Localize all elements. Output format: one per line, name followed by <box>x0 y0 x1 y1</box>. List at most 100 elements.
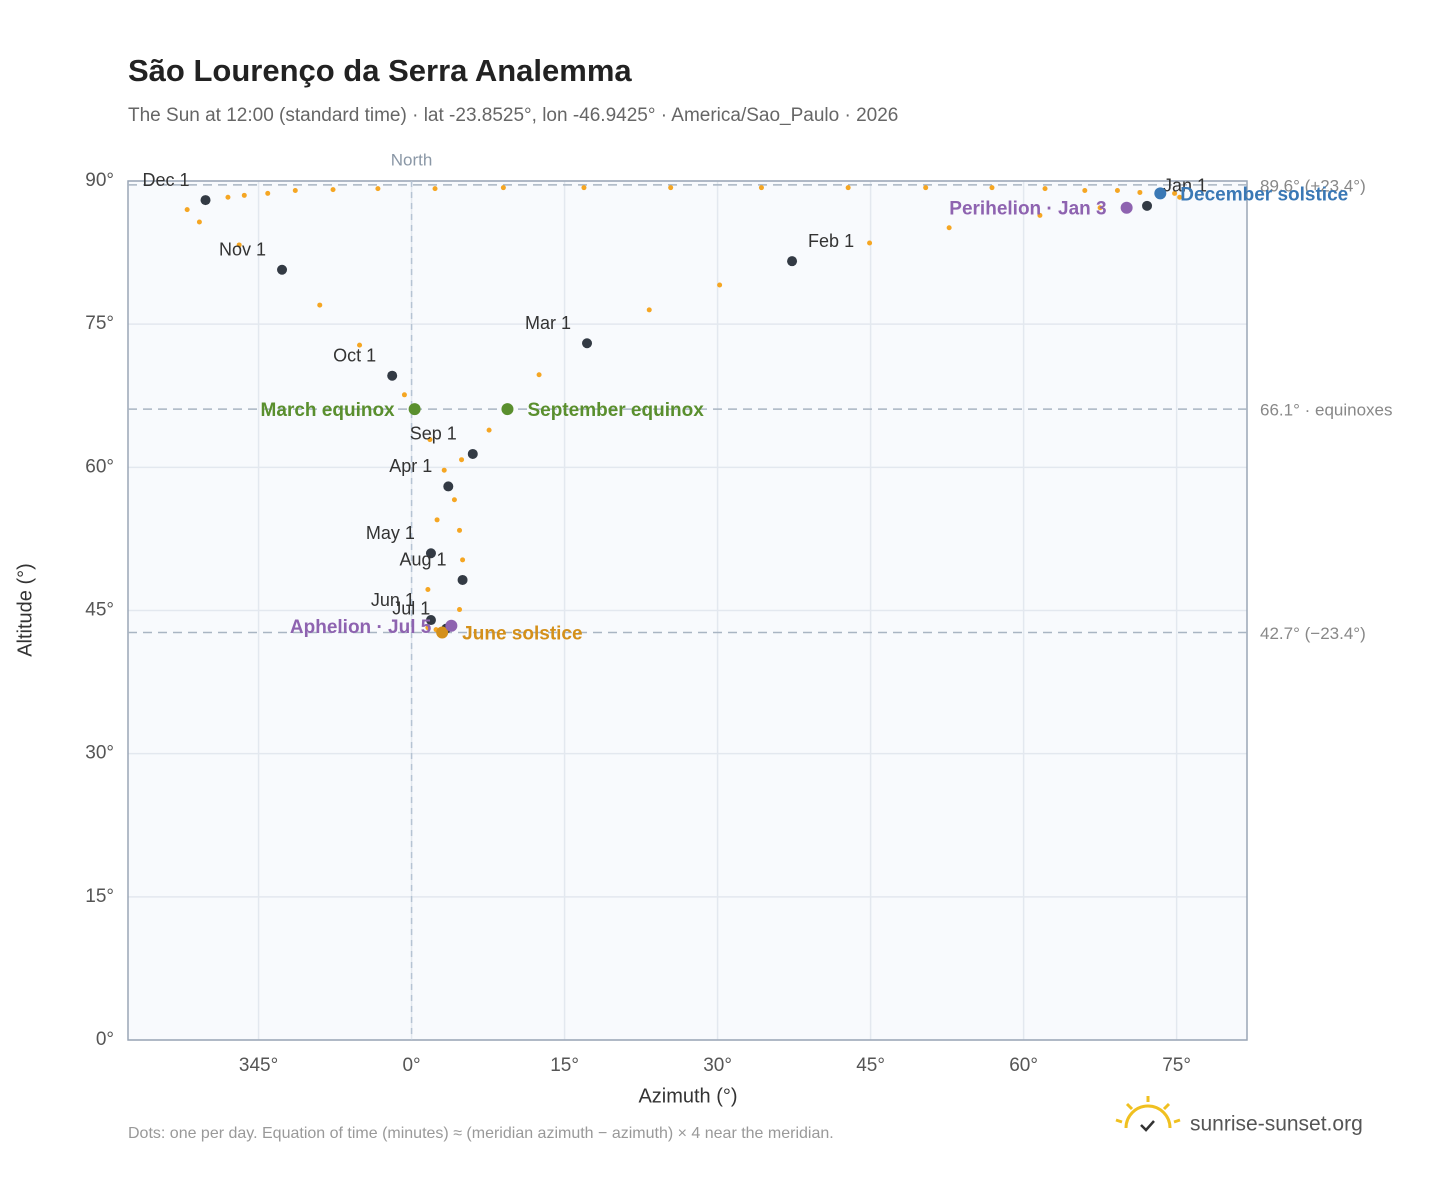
daily-dot <box>241 192 247 198</box>
month-dot <box>1142 200 1153 211</box>
daily-dot <box>989 185 995 191</box>
event-dot <box>408 403 421 416</box>
daily-dot <box>1042 186 1048 192</box>
daily-dot <box>457 527 463 533</box>
month-dot <box>787 256 798 267</box>
x-tick-label: 60° <box>1009 1055 1038 1076</box>
month-dot <box>467 448 478 459</box>
month-dot <box>443 481 454 492</box>
daily-dot <box>1177 194 1183 200</box>
y-tick-label: 0° <box>96 1029 114 1050</box>
daily-dot <box>265 190 271 196</box>
event-dot <box>1120 201 1133 214</box>
month-label: Jan 1 <box>1163 176 1207 196</box>
event-label: June solstice <box>462 623 582 644</box>
month-label: Mar 1 <box>525 313 571 333</box>
daily-dot <box>401 392 407 398</box>
daily-dot <box>451 497 457 503</box>
daily-dot <box>425 625 431 631</box>
y-tick-label: 45° <box>85 600 114 621</box>
y-tick-label: 90° <box>85 170 114 191</box>
daily-dot <box>646 307 652 313</box>
daily-dot <box>460 557 466 563</box>
daily-dot <box>457 607 463 613</box>
event-dot <box>1154 187 1167 200</box>
month-dot <box>457 574 468 585</box>
daily-dot <box>375 186 381 192</box>
daily-dot <box>845 185 851 191</box>
y-tick-label: 15° <box>85 886 114 907</box>
daily-dot <box>500 185 506 191</box>
x-axis-label: Azimuth (°) <box>638 1085 737 1107</box>
month-dot <box>277 264 288 275</box>
chart-title: São Lourenço da Serra Analemma <box>128 53 632 88</box>
month-label: Oct 1 <box>333 345 376 365</box>
event-label: September equinox <box>527 400 704 421</box>
month-label: Apr 1 <box>389 456 432 476</box>
month-label: May 1 <box>366 523 415 543</box>
x-tick-label: 345° <box>239 1055 278 1076</box>
x-tick-label: 15° <box>550 1055 579 1076</box>
month-dot <box>425 615 436 626</box>
reference-label: 42.7° (−23.4°) <box>1260 624 1366 643</box>
daily-dot <box>1172 190 1178 196</box>
month-label: Dec 1 <box>142 170 189 190</box>
month-label: Jul 1 <box>392 598 430 618</box>
daily-dot <box>427 437 433 443</box>
daily-dot <box>717 282 723 288</box>
daily-dot <box>425 587 431 593</box>
daily-dot <box>236 242 242 248</box>
x-tick-label: 75° <box>1162 1055 1191 1076</box>
daily-dot <box>441 467 447 473</box>
footnote: Dots: one per day. Equation of time (min… <box>128 1125 834 1142</box>
month-dot <box>387 370 398 381</box>
month-label: Aug 1 <box>400 550 447 570</box>
reference-label: 66.1° · equinoxes <box>1260 401 1393 420</box>
daily-dot <box>1082 188 1088 194</box>
y-tick-label: 30° <box>85 743 114 764</box>
month-label: Jun 1 <box>371 590 415 610</box>
daily-dot <box>330 187 336 193</box>
month-dot <box>582 338 593 349</box>
x-tick-label: 30° <box>703 1055 732 1076</box>
y-tick-label: 60° <box>85 456 114 477</box>
y-axis-label: Altitude (°) <box>14 563 36 657</box>
month-dot <box>425 548 436 559</box>
daily-dot <box>581 185 587 191</box>
daily-dot <box>1097 205 1103 211</box>
daily-dot <box>1137 189 1143 195</box>
daily-dot <box>923 185 929 191</box>
daily-dot <box>946 225 952 231</box>
daily-dot <box>196 219 202 225</box>
daily-dot <box>758 185 764 191</box>
daily-dot <box>357 342 363 348</box>
meridian-label: North <box>391 150 433 169</box>
month-label: Feb 1 <box>808 231 854 251</box>
x-tick-label: 45° <box>856 1055 885 1076</box>
daily-dot <box>867 240 873 246</box>
daily-dot <box>184 207 190 213</box>
daily-dot <box>668 185 674 191</box>
event-dot <box>436 626 449 639</box>
daily-dot <box>1114 188 1120 194</box>
brand: sunrise-sunset.org <box>1190 1113 1363 1136</box>
month-label: Sep 1 <box>410 424 457 444</box>
y-tick-label: 75° <box>85 313 114 334</box>
daily-dot <box>292 188 298 194</box>
daily-dot <box>434 517 440 523</box>
daily-dot <box>486 427 492 433</box>
daily-dot <box>1037 212 1043 218</box>
month-label: Nov 1 <box>219 240 266 260</box>
daily-dot <box>317 302 323 308</box>
event-label: December solstice <box>1180 184 1348 205</box>
daily-dot <box>225 194 231 200</box>
event-dot <box>501 403 514 416</box>
brand-logo <box>1115 1096 1181 1132</box>
event-dot <box>445 619 458 632</box>
chart-subtitle: The Sun at 12:00 (standard time) · lat -… <box>128 105 898 126</box>
daily-dot <box>459 457 465 463</box>
event-label: Perihelion · Jan 3 <box>949 199 1106 220</box>
event-label: March equinox <box>261 400 396 421</box>
month-dot <box>200 195 211 206</box>
